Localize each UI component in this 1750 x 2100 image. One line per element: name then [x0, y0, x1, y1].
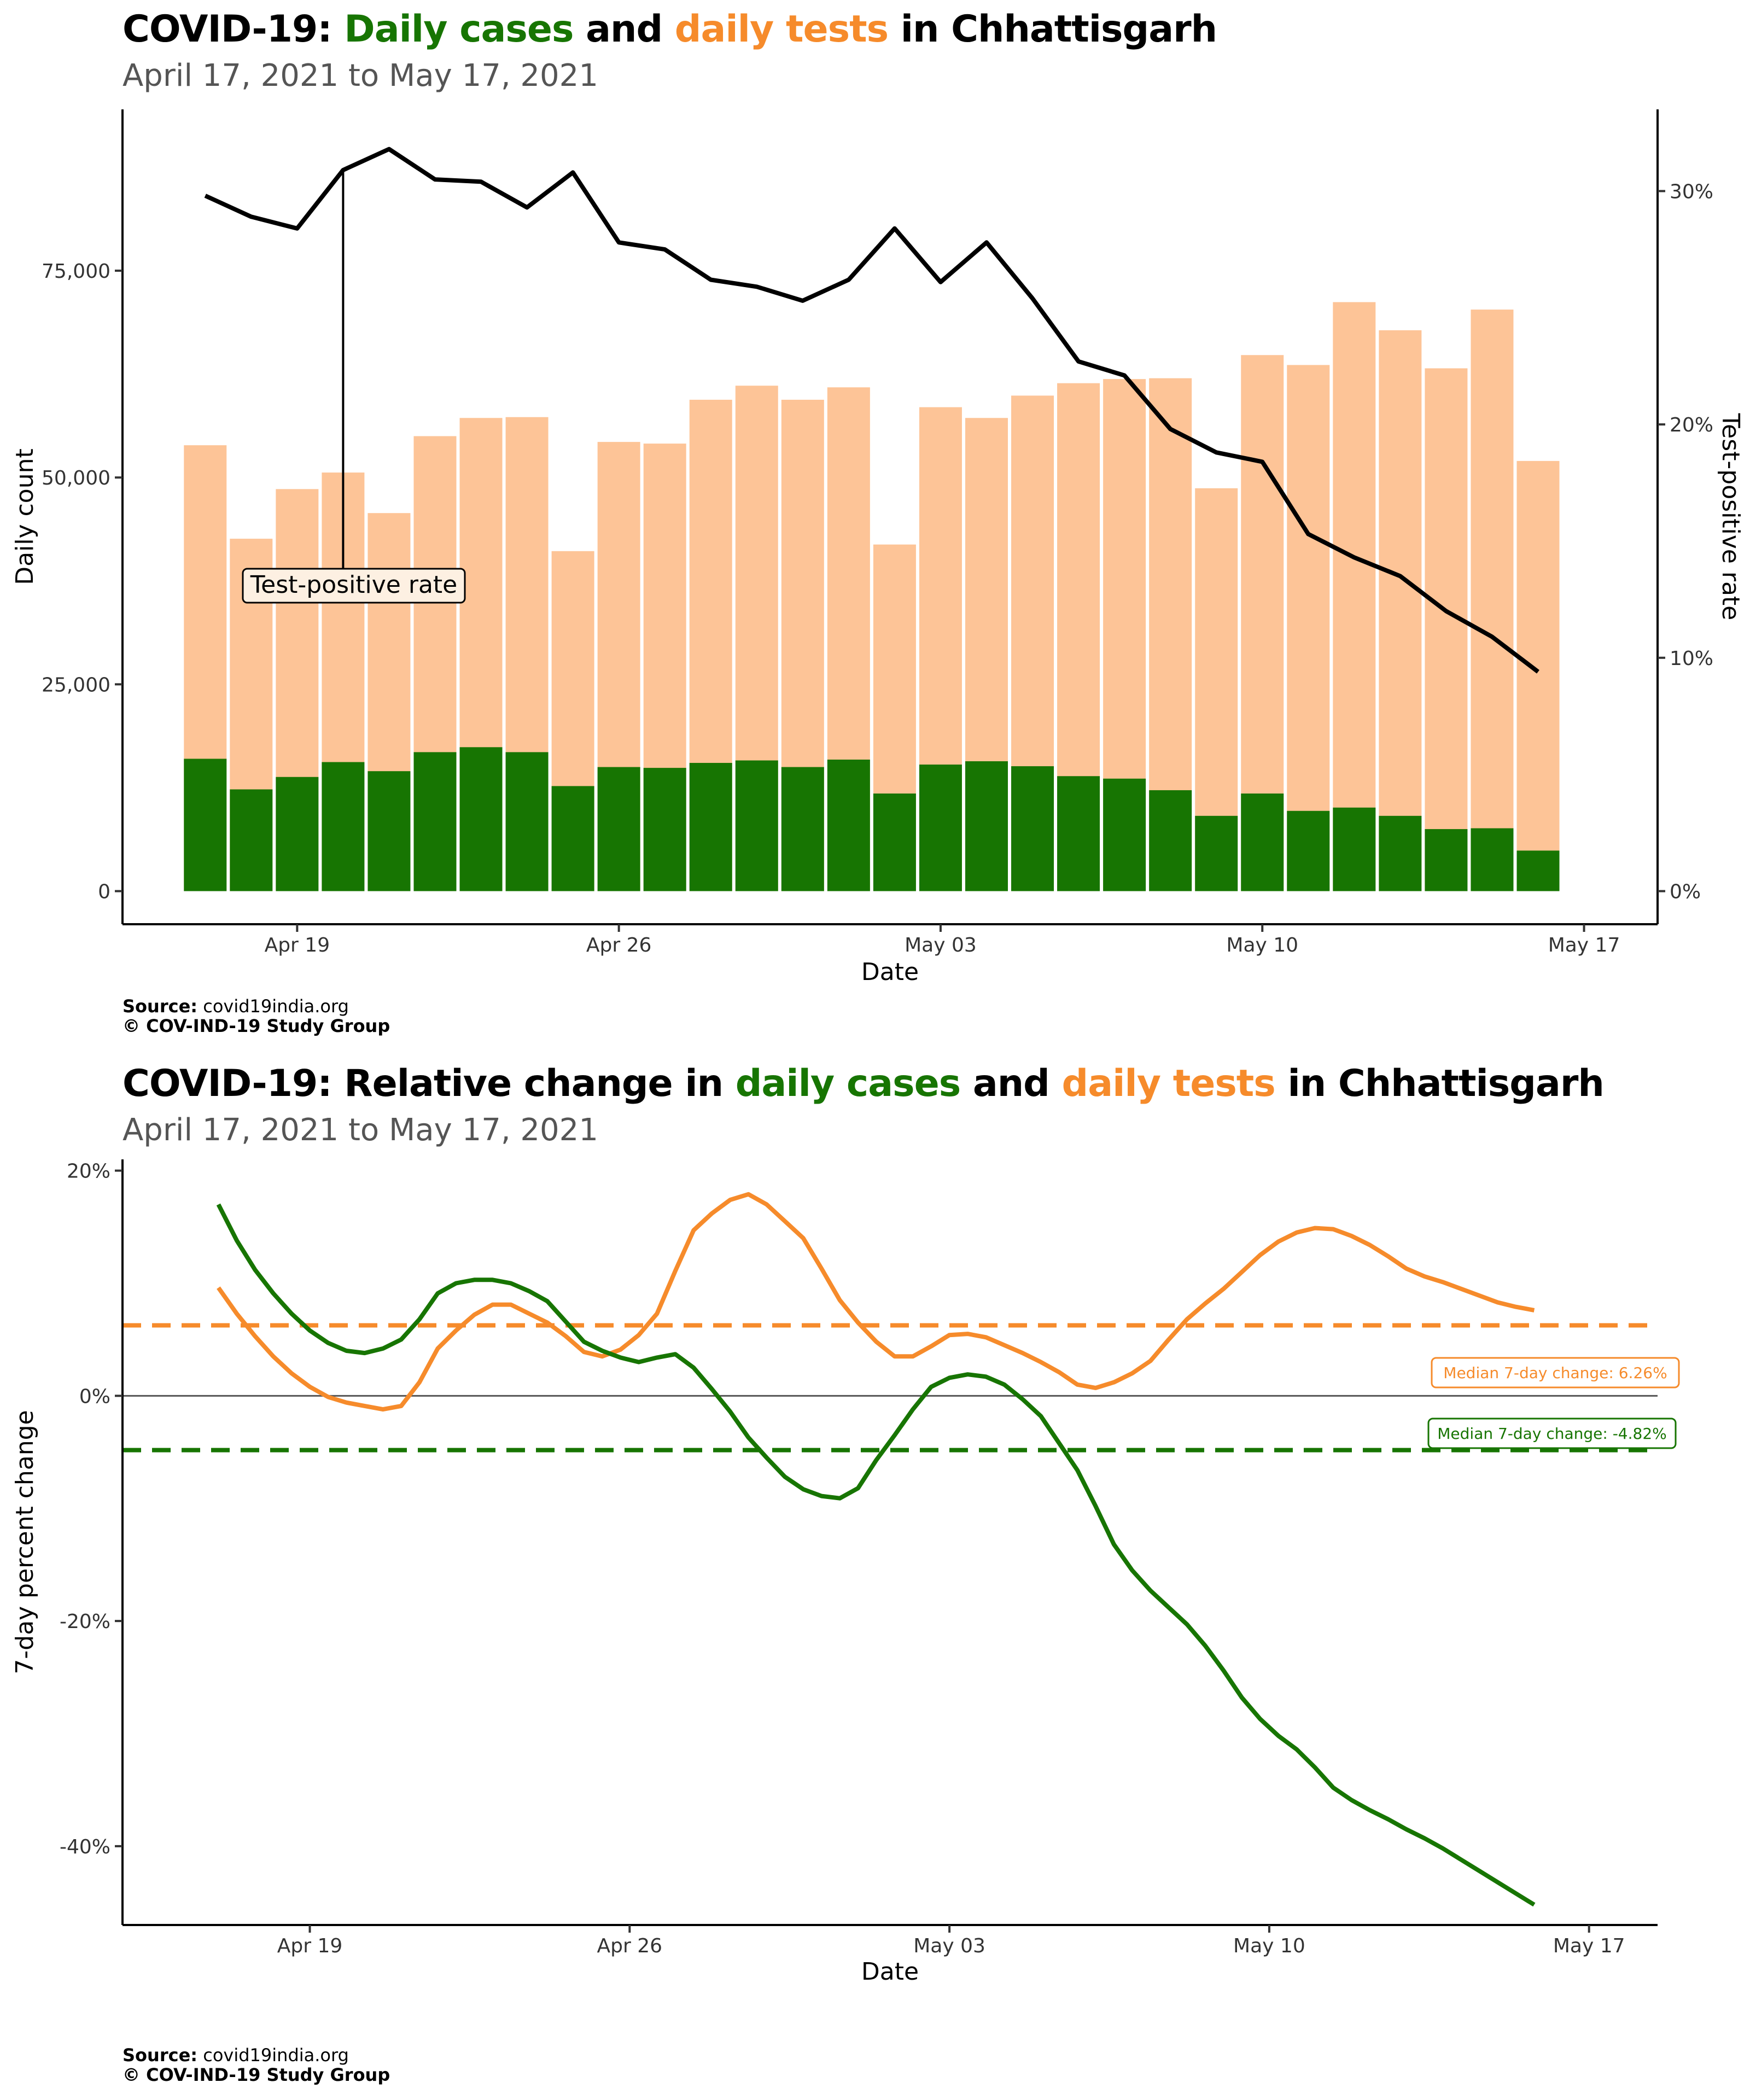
- cases-bar: [1516, 850, 1560, 891]
- y-tick-label: -20%: [60, 1611, 110, 1633]
- chart1-copyright: © COV-IND-19 Study Group: [122, 1016, 390, 1036]
- chart2-title-and: and: [960, 1062, 1062, 1105]
- cases-bar: [184, 759, 227, 891]
- tests-bar: [1516, 460, 1560, 891]
- cases-bar: [276, 777, 319, 891]
- cases-bar: [1241, 793, 1284, 891]
- chart2-subtitle: April 17, 2021 to May 17, 2021: [122, 1112, 598, 1148]
- cases-bar: [413, 752, 457, 891]
- chart1-source: Source: covid19india.org: [122, 996, 349, 1016]
- cases-bar: [1195, 815, 1238, 891]
- y-axis-title: Daily count: [11, 448, 39, 585]
- y2-tick-label: 20%: [1670, 414, 1713, 436]
- cases-bar: [459, 747, 503, 891]
- cases-bar: [597, 767, 640, 891]
- tests-bar: [1333, 302, 1376, 891]
- cases-bar: [1011, 766, 1054, 891]
- median-label-box: [1431, 1357, 1680, 1389]
- y-tick-label: 0%: [79, 1385, 110, 1408]
- chart2-title-prefix: COVID-19: Relative change in: [122, 1062, 736, 1105]
- chart2-source: Source: covid19india.org: [122, 2045, 349, 2065]
- test-positive-rate-line: [204, 147, 1539, 674]
- median-label: Median 7-day change: -4.82%: [1437, 1425, 1667, 1443]
- daily-cases-tests-panel: COVID-19: Daily cases and daily tests in…: [11, 8, 1745, 1036]
- y-tick-label: -40%: [60, 1836, 110, 1858]
- chart1-plot: Test-positive rate 0 25,000 50,000 75,000 0% 1…: [11, 109, 1745, 986]
- x-tick-label: Apr 19: [265, 934, 330, 956]
- y2-tick-label: 10%: [1670, 648, 1713, 670]
- annotation-label: Test-positive rate: [250, 571, 457, 599]
- chart1-source-value: covid19india.org: [197, 996, 349, 1017]
- cases-change-line: [216, 1203, 1536, 1907]
- cases-bar: [1057, 776, 1100, 891]
- tests-bar: [1379, 330, 1422, 891]
- tests-bar: [1425, 368, 1468, 891]
- x-tick-label: Apr 26: [597, 1935, 663, 1957]
- cases-bar: [781, 767, 824, 891]
- x-axis-title: Date: [861, 958, 919, 986]
- y-tick-label: 25,000: [42, 674, 110, 696]
- chart1-title-prefix: COVID-19:: [122, 8, 345, 51]
- chart2-plot: Median 7-day change: 6.26% Median 7-day c…: [11, 1159, 1680, 1986]
- cases-bar: [551, 786, 594, 891]
- chart2-title-suffix: in Chhattisgarh: [1275, 1062, 1604, 1105]
- x-tick-label: May 03: [905, 934, 977, 956]
- chart2-title-cases: daily cases: [735, 1062, 961, 1105]
- tests-change-line: [217, 1192, 1535, 1412]
- chart2-copyright: © COV-IND-19 Study Group: [122, 2064, 390, 2085]
- chart2-title: COVID-19: Relative change in daily cases…: [122, 1062, 1605, 1105]
- chart1-title-suffix: in Chhattisgarh: [888, 8, 1217, 51]
- cases-bar: [827, 759, 870, 891]
- y-tick-label: 50,000: [42, 467, 110, 489]
- annotation-label-box: [242, 568, 466, 604]
- cases-bar: [965, 761, 1008, 891]
- chart1-subtitle: April 17, 2021 to May 17, 2021: [122, 58, 598, 94]
- cases-bar: [368, 771, 411, 891]
- chart1-title: COVID-19: Daily cases and daily tests in…: [122, 8, 1217, 51]
- cases-bar: [1425, 829, 1468, 891]
- cases-bar: [1471, 828, 1514, 891]
- tests-bar: [1471, 310, 1514, 891]
- chart2-title-tests: daily tests: [1061, 1062, 1276, 1105]
- cases-bar: [1149, 790, 1192, 891]
- y2-tick-label: 30%: [1670, 180, 1713, 203]
- chart1-title-tests: daily tests: [674, 8, 889, 51]
- x-tick-label: May 17: [1553, 1935, 1625, 1957]
- cases-bar: [1287, 810, 1330, 891]
- relative-change-panel: COVID-19: Relative change in daily cases…: [0, 1050, 1750, 2100]
- x-axis-title: Date: [861, 1958, 919, 1986]
- cases-bar: [735, 760, 778, 891]
- median-label: Median 7-day change: 6.26%: [1443, 1364, 1667, 1382]
- cases-bar: [919, 765, 962, 891]
- x-tick-label: May 17: [1548, 934, 1620, 956]
- y-axis-title: 7-day percent change: [11, 1410, 39, 1674]
- tests-bar: [1287, 365, 1330, 891]
- chart1-title-and: and: [573, 8, 675, 51]
- cases-bar: [1379, 815, 1422, 891]
- y-tick-label: 20%: [67, 1160, 110, 1183]
- y-tick-label: 0: [98, 880, 110, 903]
- cases-bar: [689, 763, 732, 891]
- chart1-title-cases: Daily cases: [344, 8, 574, 51]
- x-tick-label: May 10: [1233, 1935, 1305, 1957]
- y2-tick-label: 0%: [1670, 880, 1701, 903]
- median-label-box: [1427, 1418, 1677, 1449]
- y-tick-label: 75,000: [42, 260, 110, 283]
- cases-bar: [643, 768, 686, 891]
- cases-bar: [1333, 807, 1376, 891]
- cases-bar: [873, 793, 916, 891]
- chart2-source-value: covid19india.org: [197, 2045, 349, 2066]
- x-tick-label: Apr 19: [277, 1935, 343, 1957]
- x-tick-label: May 03: [913, 1935, 985, 1957]
- chart1-source-label: Source:: [122, 996, 198, 1017]
- x-tick-label: May 10: [1226, 934, 1298, 956]
- chart2-source-label: Source:: [122, 2045, 198, 2066]
- x-tick-label: Apr 26: [586, 934, 652, 956]
- cases-bar: [505, 752, 549, 891]
- cases-bar: [230, 789, 273, 891]
- cases-bar: [322, 762, 365, 891]
- cases-bar: [1103, 778, 1146, 891]
- y2-axis-title: Test-positive rate: [1717, 413, 1745, 620]
